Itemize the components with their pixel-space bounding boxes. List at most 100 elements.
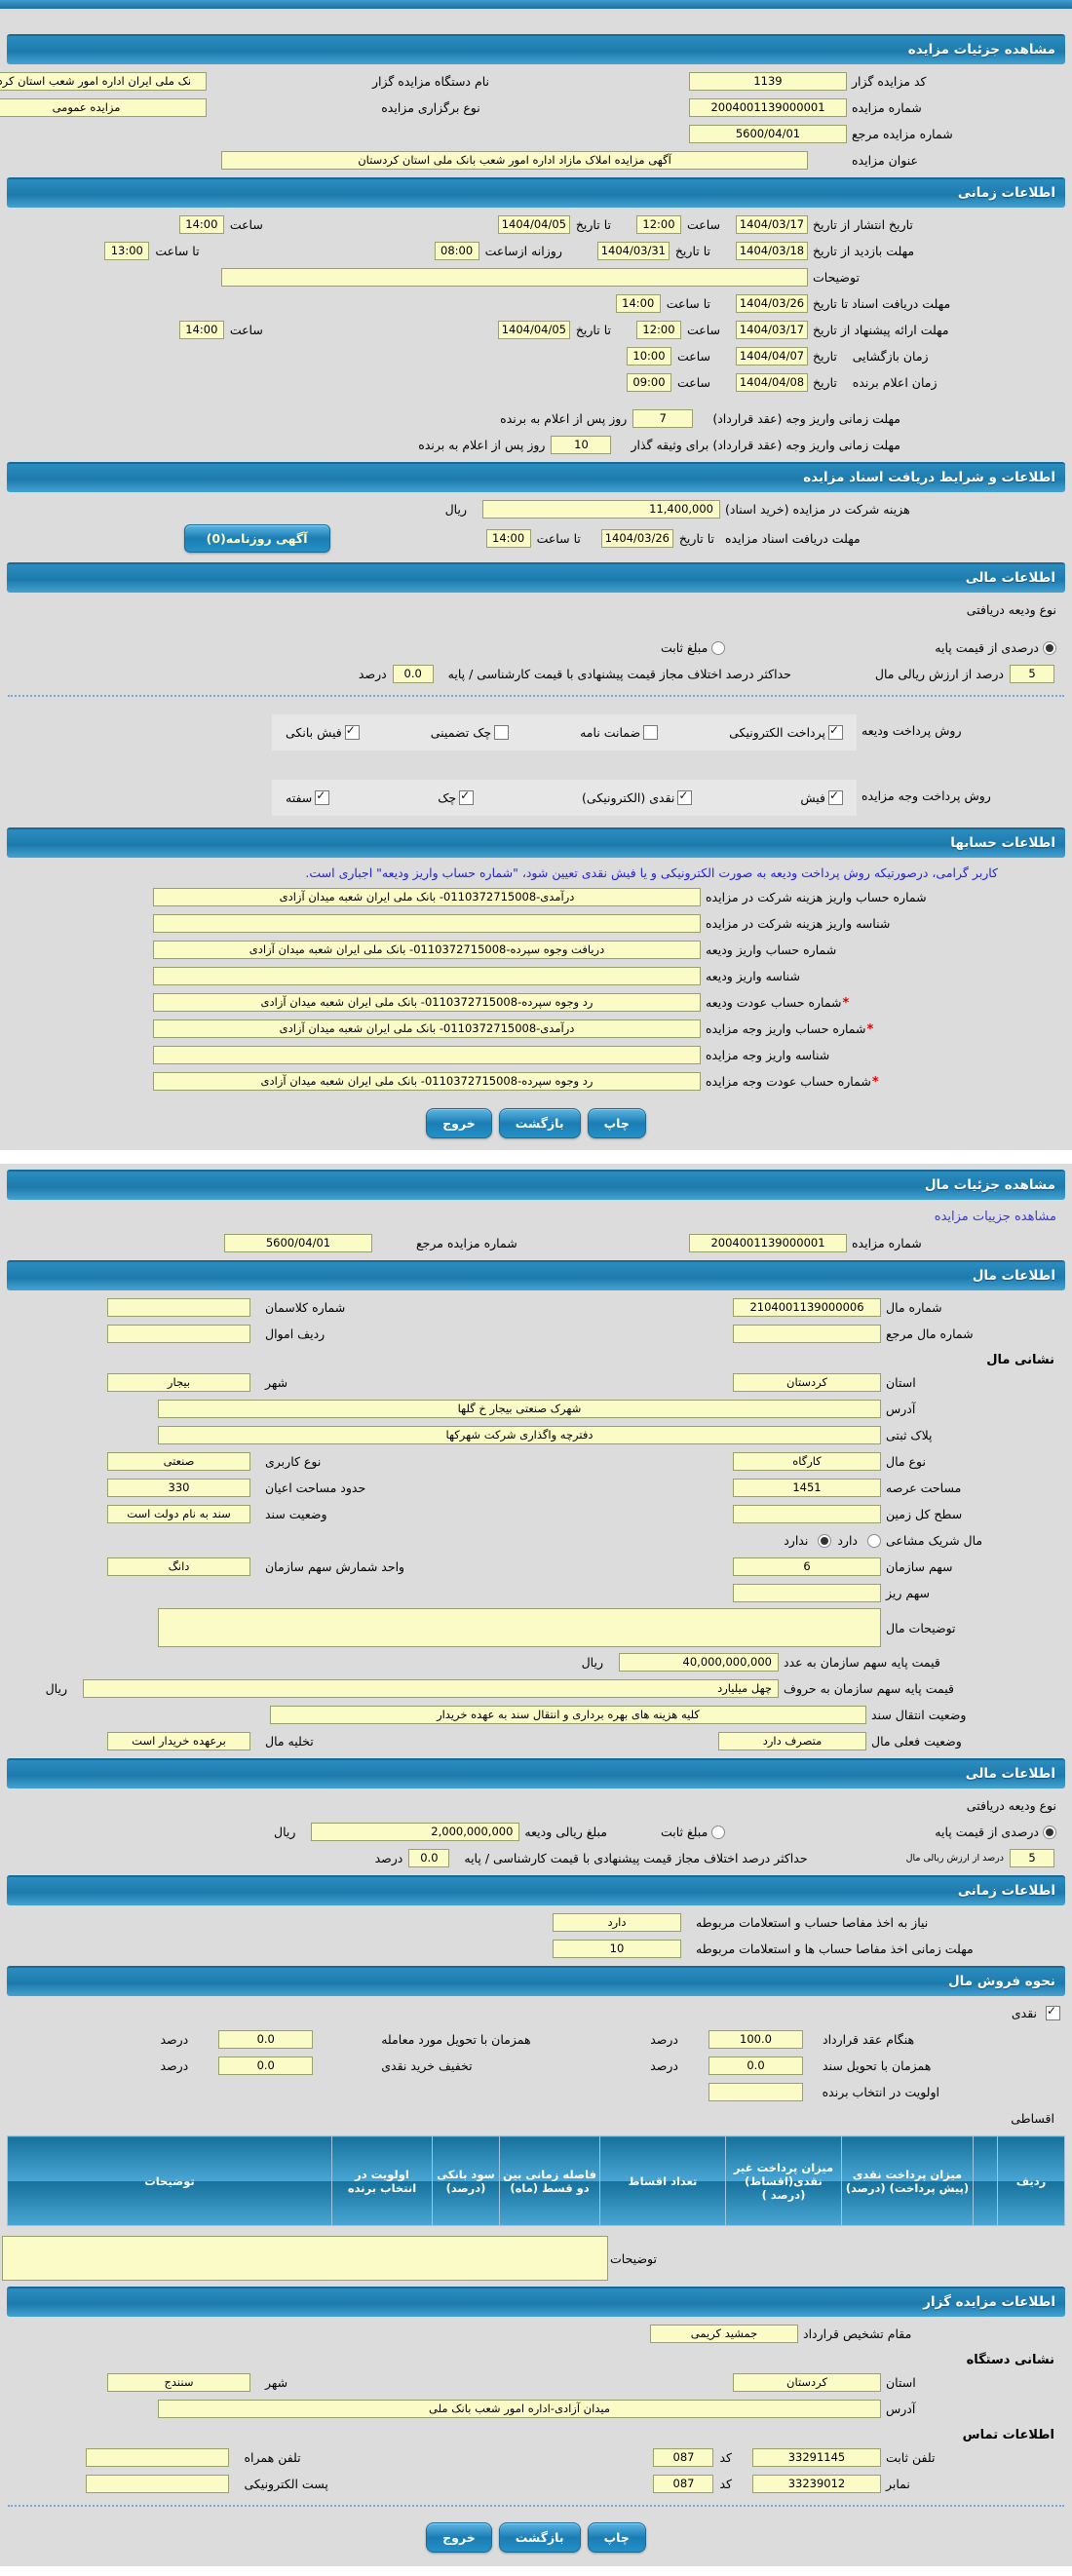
asset-desc-field[interactable] bbox=[158, 1608, 881, 1647]
participation-fee-field[interactable]: 11,400,000 bbox=[482, 500, 720, 519]
auction-ref-number-field[interactable]: 5600/04/01 bbox=[689, 125, 847, 143]
fixed-amount-radio[interactable] bbox=[711, 1825, 726, 1839]
winner-announce-date-field[interactable]: 1404/04/08 bbox=[736, 373, 808, 392]
deed-transfer-status-field[interactable]: کلیه هزینه های بهره برداری و انتقال سند … bbox=[270, 1706, 866, 1724]
offer-from-time-field[interactable]: 12:00 bbox=[635, 321, 681, 339]
deposit-id-field[interactable] bbox=[153, 967, 701, 985]
max-diff-field[interactable]: 0.0 bbox=[392, 665, 434, 683]
deposit-account-field[interactable]: دریافت وجوه سپرده-0110372715008- بانک مل… bbox=[153, 941, 701, 959]
max-diff-field[interactable]: 0.0 bbox=[408, 1849, 450, 1867]
total-land-level-field[interactable] bbox=[733, 1505, 881, 1523]
at-delivery-field[interactable]: 0.0 bbox=[218, 2030, 314, 2049]
print-button[interactable]: چاپ bbox=[587, 1108, 646, 1138]
publish-from-time-field[interactable]: 12:00 bbox=[635, 215, 681, 234]
deposit-percent-field[interactable]: 5 bbox=[1010, 665, 1054, 683]
visit-to-date-field[interactable]: 1404/03/31 bbox=[596, 242, 670, 260]
organization-name-field[interactable]: نک ملی ایران اداره امور شعب استان کردستا bbox=[0, 72, 207, 91]
clearance-period-field[interactable]: 10 bbox=[553, 1940, 681, 1958]
partner-hasnot-radio[interactable] bbox=[818, 1533, 832, 1548]
landline-area-code-field[interactable]: 087 bbox=[653, 2448, 714, 2467]
checkbox-item[interactable]: سفته bbox=[286, 788, 330, 805]
percent-of-base-radio[interactable] bbox=[1043, 640, 1056, 655]
org-city-field[interactable]: سنندج bbox=[107, 2373, 250, 2392]
offer-from-date-field[interactable]: 1404/03/17 bbox=[736, 321, 808, 339]
guarantee-letter-checkbox[interactable] bbox=[643, 725, 659, 740]
view-auction-details-link[interactable]: مشاهده جزییات مزایده bbox=[934, 1210, 1056, 1224]
slip-checkbox[interactable] bbox=[828, 788, 843, 805]
visit-to-time-field[interactable]: 13:00 bbox=[104, 242, 150, 260]
visit-from-time-field[interactable]: 08:00 bbox=[434, 242, 479, 260]
checkbox-item[interactable]: ضمانت نامه bbox=[580, 725, 659, 740]
payment-deadline-contract-field[interactable]: 7 bbox=[632, 409, 694, 428]
contract-authority-field[interactable]: جمشید کریمی bbox=[650, 2325, 798, 2343]
province-field[interactable]: کردستان bbox=[733, 1373, 881, 1392]
print-button[interactable]: چاپ bbox=[587, 2522, 646, 2553]
address-field[interactable]: شهرک صنعتی بیجار خ گلها bbox=[158, 1400, 881, 1418]
newspaper-ad-button[interactable]: آگهی روزنامه(0) bbox=[183, 524, 330, 553]
base-price-words-field[interactable]: چهل میلیارد bbox=[83, 1679, 779, 1698]
opening-date-field[interactable]: 1404/04/07 bbox=[736, 347, 808, 365]
asset-ref-number-field[interactable] bbox=[733, 1325, 881, 1343]
checkbox-item[interactable]: پرداخت الکترونیکی bbox=[729, 723, 843, 740]
auction-code-field[interactable]: 1139 bbox=[689, 72, 847, 91]
share-unit-field[interactable]: دانگ bbox=[107, 1557, 250, 1576]
email-field[interactable] bbox=[86, 2475, 230, 2493]
asset-number-field[interactable]: 2104001139000006 bbox=[733, 1298, 881, 1317]
time-desc-field[interactable] bbox=[221, 268, 808, 287]
auction-amount-id-field[interactable] bbox=[153, 1046, 701, 1064]
auction-amount-return-account-field[interactable]: رد وجوه سپرده-0110372715008- بانک ملی ای… bbox=[153, 1072, 701, 1091]
cash-electronic-checkbox[interactable] bbox=[677, 788, 693, 805]
clearance-needed-field[interactable]: دارد bbox=[553, 1913, 681, 1932]
offer-to-date-field[interactable]: 1404/04/05 bbox=[497, 321, 570, 339]
at-contract-field[interactable]: 100.0 bbox=[708, 2030, 803, 2049]
mobile-field[interactable] bbox=[86, 2448, 230, 2467]
building-area-field[interactable]: 330 bbox=[107, 1479, 250, 1497]
evacuation-field[interactable]: برعهده خریدار است bbox=[107, 1732, 250, 1750]
usage-type-field[interactable]: صنعتی bbox=[107, 1452, 250, 1471]
sub-share-field[interactable] bbox=[733, 1584, 881, 1602]
cash-discount-field[interactable]: 0.0 bbox=[218, 2057, 314, 2075]
payment-deadline-guarantor-field[interactable]: 10 bbox=[551, 436, 612, 454]
docs-deadline-date-field[interactable]: 1404/03/26 bbox=[736, 294, 808, 313]
land-area-field[interactable]: 1451 bbox=[733, 1479, 881, 1497]
publish-from-date-field[interactable]: 1404/03/17 bbox=[736, 215, 808, 234]
deposit-amount-field[interactable]: 2,000,000,000 bbox=[311, 1823, 520, 1841]
back-button[interactable]: بازگشت bbox=[498, 2522, 581, 2553]
auction-amount-account-field[interactable]: درآمدی-0110372715008- بانک ملی ایران شعب… bbox=[153, 1019, 701, 1038]
docs-receive-deadline-time-field[interactable]: 14:00 bbox=[485, 529, 531, 548]
fax-area-code-field[interactable]: 087 bbox=[653, 2475, 714, 2493]
sale-desc-field[interactable] bbox=[2, 2236, 608, 2281]
cash-sale-checkbox[interactable] bbox=[1046, 2004, 1060, 2020]
registration-plate-field[interactable]: دفترچه واگذاری شرکت شهرکها bbox=[158, 1426, 881, 1444]
publish-to-time-field[interactable]: 14:00 bbox=[178, 215, 224, 234]
bank-slip-checkbox[interactable] bbox=[344, 723, 360, 740]
auction-title-field[interactable]: آگهی مزایده املاک مازاد اداره امور شعب ب… bbox=[221, 151, 808, 170]
fax-field[interactable]: 33239012 bbox=[752, 2475, 881, 2493]
visit-from-date-field[interactable]: 1404/03/18 bbox=[736, 242, 808, 260]
percent-of-base-radio[interactable] bbox=[1043, 1825, 1056, 1839]
landline-field[interactable]: 33291145 bbox=[752, 2448, 881, 2467]
org-address-field[interactable]: میدان آزادی-اداره امور شعب بانک ملی bbox=[158, 2400, 881, 2418]
checkbox-item[interactable]: نقدی (الکترونیکی) bbox=[582, 788, 693, 805]
deposit-percent-field[interactable]: 5 bbox=[1010, 1849, 1054, 1867]
asset-row-field[interactable] bbox=[107, 1325, 250, 1343]
winner-priority-field[interactable] bbox=[708, 2083, 803, 2101]
electronic-payment-checkbox[interactable] bbox=[828, 723, 843, 740]
org-province-field[interactable]: کردستان bbox=[733, 2373, 881, 2392]
checkbox-item[interactable]: چک bbox=[438, 788, 475, 805]
fixed-amount-radio[interactable] bbox=[711, 640, 726, 655]
checkbox-item[interactable]: چک تضمینی bbox=[431, 725, 510, 740]
publish-to-date-field[interactable]: 1404/04/05 bbox=[497, 215, 570, 234]
fee-deposit-account-field[interactable]: درآمدی-0110372715008- بانک ملی ایران شعب… bbox=[153, 888, 701, 906]
auction-number-field[interactable]: 2004001139000001 bbox=[689, 1234, 847, 1252]
opening-time-field[interactable]: 10:00 bbox=[626, 347, 671, 365]
check-checkbox[interactable] bbox=[459, 788, 475, 805]
docs-receive-deadline-date-field[interactable]: 1404/03/26 bbox=[600, 529, 673, 548]
back-button[interactable]: بازگشت bbox=[498, 1108, 581, 1138]
auction-type-field[interactable]: مزایده عمومی bbox=[0, 98, 207, 117]
current-status-field[interactable]: متصرف دارد bbox=[718, 1732, 866, 1750]
classification-number-field[interactable] bbox=[107, 1298, 250, 1317]
auction-number-field[interactable]: 2004001139000001 bbox=[689, 98, 847, 117]
partner-has-radio[interactable] bbox=[867, 1533, 881, 1548]
checkbox-item[interactable]: فیش بانکی bbox=[286, 723, 360, 740]
